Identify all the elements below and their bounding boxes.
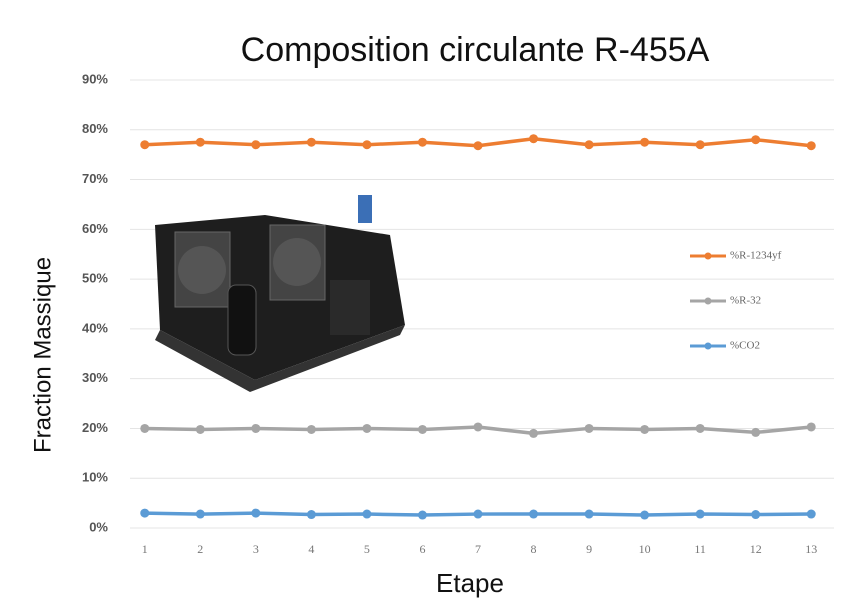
y-tick-label: 0% — [89, 519, 108, 534]
data-point — [417, 424, 427, 434]
x-tick-label: 1 — [142, 542, 148, 556]
data-point — [306, 424, 316, 434]
data-point — [640, 137, 650, 147]
chart-title: Composition circulante R-455A — [241, 31, 710, 69]
y-tick-label: 80% — [82, 121, 108, 136]
x-tick-label: 2 — [197, 542, 203, 556]
legend-marker — [704, 342, 712, 350]
y-tick-label: 40% — [82, 320, 108, 335]
y-tick-label: 70% — [82, 171, 108, 186]
data-point — [529, 509, 539, 519]
data-point — [751, 135, 761, 145]
x-tick-label: 3 — [253, 542, 259, 556]
legend-label: %R-32 — [730, 295, 761, 307]
data-point — [640, 424, 650, 434]
data-point — [640, 510, 650, 520]
data-point — [417, 137, 427, 147]
data-point — [140, 423, 150, 433]
legend-label: %R-1234yf — [730, 250, 782, 262]
legend-marker — [704, 252, 712, 260]
x-tick-label: 4 — [308, 542, 314, 556]
data-point — [695, 423, 705, 433]
data-point — [473, 141, 483, 151]
data-point — [695, 509, 705, 519]
data-point — [306, 510, 316, 520]
data-point — [473, 509, 483, 519]
data-point — [584, 423, 594, 433]
x-tick-label: 10 — [639, 542, 651, 556]
x-tick-label: 8 — [531, 542, 537, 556]
data-point — [751, 427, 761, 437]
y-tick-label: 20% — [82, 420, 108, 435]
y-tick-label: 30% — [82, 370, 108, 385]
x-tick-label: 7 — [475, 542, 481, 556]
data-point — [140, 140, 150, 150]
data-point — [195, 509, 205, 519]
data-point — [584, 140, 594, 150]
data-point — [306, 137, 316, 147]
y-tick-label: 90% — [82, 71, 108, 86]
legend-label: %CO2 — [730, 340, 760, 352]
data-point — [751, 510, 761, 520]
x-tick-label: 9 — [586, 542, 592, 556]
data-point — [251, 140, 261, 150]
x-tick-label: 12 — [750, 542, 762, 556]
y-tick-label: 60% — [82, 221, 108, 236]
data-point — [695, 140, 705, 150]
data-point — [251, 508, 261, 518]
data-point — [251, 423, 261, 433]
y-tick-label: 50% — [82, 271, 108, 286]
legend-marker — [704, 297, 712, 305]
data-point — [362, 140, 372, 150]
data-point — [806, 141, 816, 151]
data-point — [195, 137, 205, 147]
data-point — [806, 509, 816, 519]
data-point — [417, 510, 427, 520]
y-axis-label: Fraction Massique — [29, 257, 56, 453]
data-point — [584, 509, 594, 519]
x-axis-label: Etape — [436, 568, 504, 598]
data-point — [473, 422, 483, 432]
data-point — [140, 508, 150, 518]
data-point — [195, 424, 205, 434]
x-tick-label: 6 — [419, 542, 425, 556]
data-point — [362, 423, 372, 433]
data-point — [806, 422, 816, 432]
data-point — [529, 428, 539, 438]
product-photo — [155, 195, 405, 392]
x-tick-label: 11 — [694, 542, 706, 556]
data-point — [529, 134, 539, 144]
x-tick-label: 5 — [364, 542, 370, 556]
data-point — [362, 509, 372, 519]
x-tick-label: 13 — [805, 542, 817, 556]
y-tick-label: 10% — [82, 470, 108, 485]
